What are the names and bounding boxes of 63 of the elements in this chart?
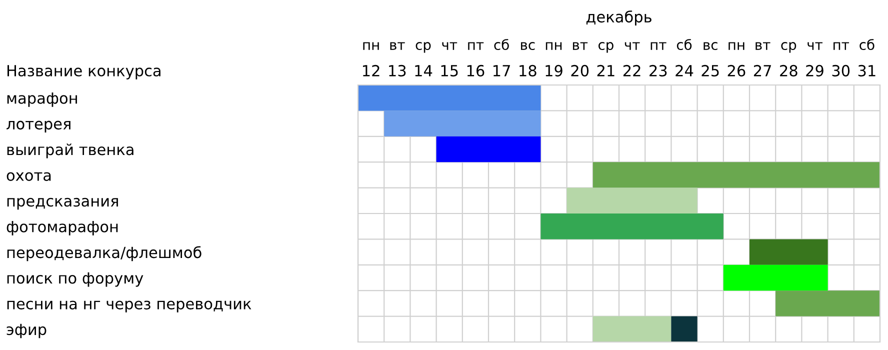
bar xyxy=(592,316,672,342)
y-axis-title: Название конкурса xyxy=(8,65,160,80)
text: пт xyxy=(834,42,850,50)
x-tick-label: 15 xyxy=(441,65,458,76)
bar xyxy=(566,188,698,214)
x-tick-label: 21 xyxy=(597,64,614,76)
x-tick-label: 26 xyxy=(728,64,746,76)
bar xyxy=(540,214,724,240)
y-tick-label: переодевалка/флешмоб xyxy=(7,246,202,262)
x-tick-label: 14 xyxy=(415,65,432,76)
x-tick-label: 30 xyxy=(832,64,850,76)
text: вт xyxy=(756,42,770,50)
text: вт xyxy=(572,42,588,50)
x-tick-label: 12 xyxy=(363,64,380,76)
x-tick-label: 22 xyxy=(623,64,640,76)
y-tick-label: песни на нг через переводчик xyxy=(7,300,252,312)
y-tick-label: охота xyxy=(6,172,51,181)
x-tick-label: 23 xyxy=(650,64,667,76)
text: чт xyxy=(808,42,822,50)
x-tick-label: 16 xyxy=(467,64,484,76)
x-tick-label: 20 xyxy=(571,64,589,76)
y-tick-label: эфир xyxy=(6,324,46,338)
bar xyxy=(358,85,541,111)
bar xyxy=(592,162,880,188)
text: ср xyxy=(781,42,796,53)
x-tick-label: 18 xyxy=(520,64,536,76)
text: вс xyxy=(704,42,718,50)
text: пт xyxy=(468,42,484,50)
text: пн xyxy=(728,42,744,50)
text: сб xyxy=(676,39,692,50)
text: вт xyxy=(390,42,405,50)
y-tick-label: марафон xyxy=(7,92,77,107)
bar xyxy=(436,136,541,162)
x-tick-label: 29 xyxy=(806,64,824,76)
text: ср xyxy=(416,42,431,53)
y-tick-label: фотомарафон xyxy=(6,221,118,236)
y-tick-label: лотерея xyxy=(6,120,70,133)
bar xyxy=(671,316,698,342)
x-tick-label: 13 xyxy=(389,64,406,76)
text: сб xyxy=(860,39,874,50)
x-tick-label: 17 xyxy=(494,65,510,76)
text: пт xyxy=(650,42,666,50)
x-tick-label: 25 xyxy=(702,64,719,76)
x-tick-label: 27 xyxy=(754,64,771,76)
bar xyxy=(384,110,541,136)
text: сб xyxy=(494,39,509,50)
chart-title: декабрь xyxy=(586,10,652,26)
text: вс xyxy=(521,42,535,50)
text: чт xyxy=(624,42,640,50)
bar xyxy=(750,239,828,265)
text: пн xyxy=(363,42,379,50)
bar xyxy=(776,290,880,316)
x-tick-label: 24 xyxy=(676,64,694,76)
x-tick-label: 28 xyxy=(780,64,798,76)
text: ср xyxy=(598,42,614,53)
x-tick-label: 31 xyxy=(858,64,876,76)
y-tick-label: предсказания xyxy=(7,198,118,210)
y-tick-label: выиграй твенка xyxy=(7,144,134,158)
y-tick-label: поиск по форуму xyxy=(7,272,144,287)
bar xyxy=(723,264,828,291)
x-tick-label: 19 xyxy=(546,64,562,76)
text: чт xyxy=(442,42,458,50)
text: пн xyxy=(546,42,562,50)
